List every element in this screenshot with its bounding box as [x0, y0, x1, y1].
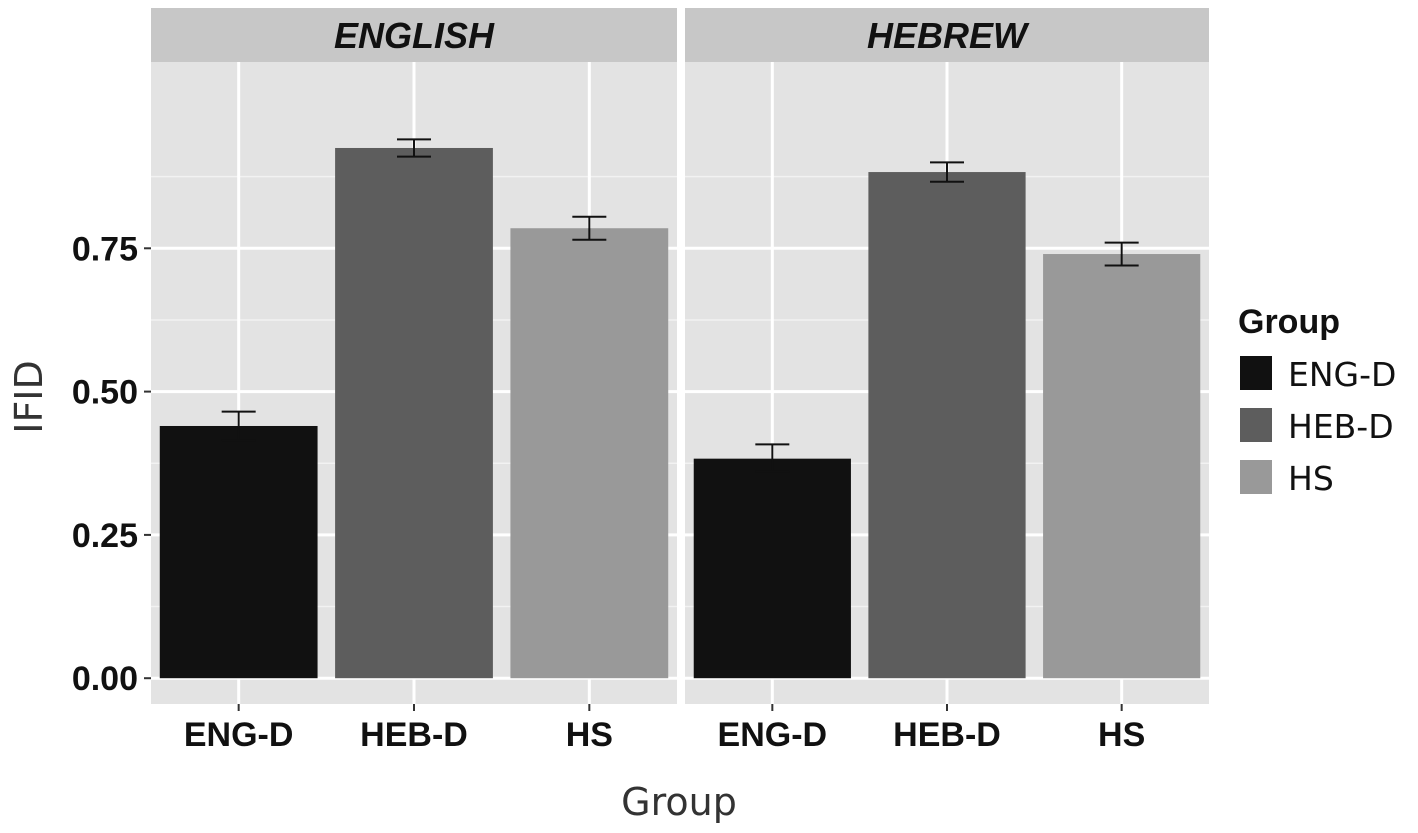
bar-eng-d: [693, 458, 851, 679]
legend-label: HEB-D: [1288, 407, 1394, 446]
x-tick-label: ENG-D: [718, 716, 828, 754]
x-tick-label: HEB-D: [893, 716, 1001, 754]
y-axis: 0.00 0.25 0.50 0.75: [72, 230, 151, 698]
legend-label: HS: [1288, 459, 1334, 498]
bar-hs: [1043, 254, 1201, 679]
y-tick-label: 0.75: [72, 230, 138, 268]
legend-label: ENG-D: [1288, 355, 1396, 394]
facet-strip-label: ENGLISH: [334, 15, 495, 56]
legend-key-eng-d: [1240, 356, 1272, 390]
bar-heb-d: [335, 147, 493, 679]
y-tick-label: 0.50: [72, 374, 138, 412]
legend-title: Group: [1238, 303, 1340, 341]
panel-hebrew: HEBREW: [685, 8, 1209, 704]
x-tick-label: HS: [566, 716, 613, 754]
legend: Group ENG-D HEB-D HS: [1238, 303, 1396, 498]
x-axis-title: Group: [621, 780, 737, 824]
x-axis: ENG-D HEB-D HS ENG-D HEB-D HS: [184, 704, 1145, 754]
y-tick-label: 0.00: [72, 660, 138, 698]
facet-strip-label: HEBREW: [867, 15, 1030, 56]
bar-eng-d: [159, 425, 318, 679]
bar-heb-d: [868, 172, 1026, 679]
y-tick-label: 0.25: [72, 517, 138, 555]
bar-hs: [510, 228, 669, 679]
facet-panels: ENGLISH HEBREW: [151, 8, 1209, 704]
facet-strip: [151, 8, 677, 62]
legend-key-hs: [1240, 460, 1272, 494]
x-tick-label: HS: [1098, 716, 1145, 754]
x-tick-label: HEB-D: [360, 716, 468, 754]
y-axis-title: IFID: [7, 360, 51, 434]
panel-english: ENGLISH: [151, 8, 677, 704]
legend-key-heb-d: [1240, 408, 1272, 442]
x-tick-label: ENG-D: [184, 716, 294, 754]
facet-strip: [685, 8, 1209, 62]
